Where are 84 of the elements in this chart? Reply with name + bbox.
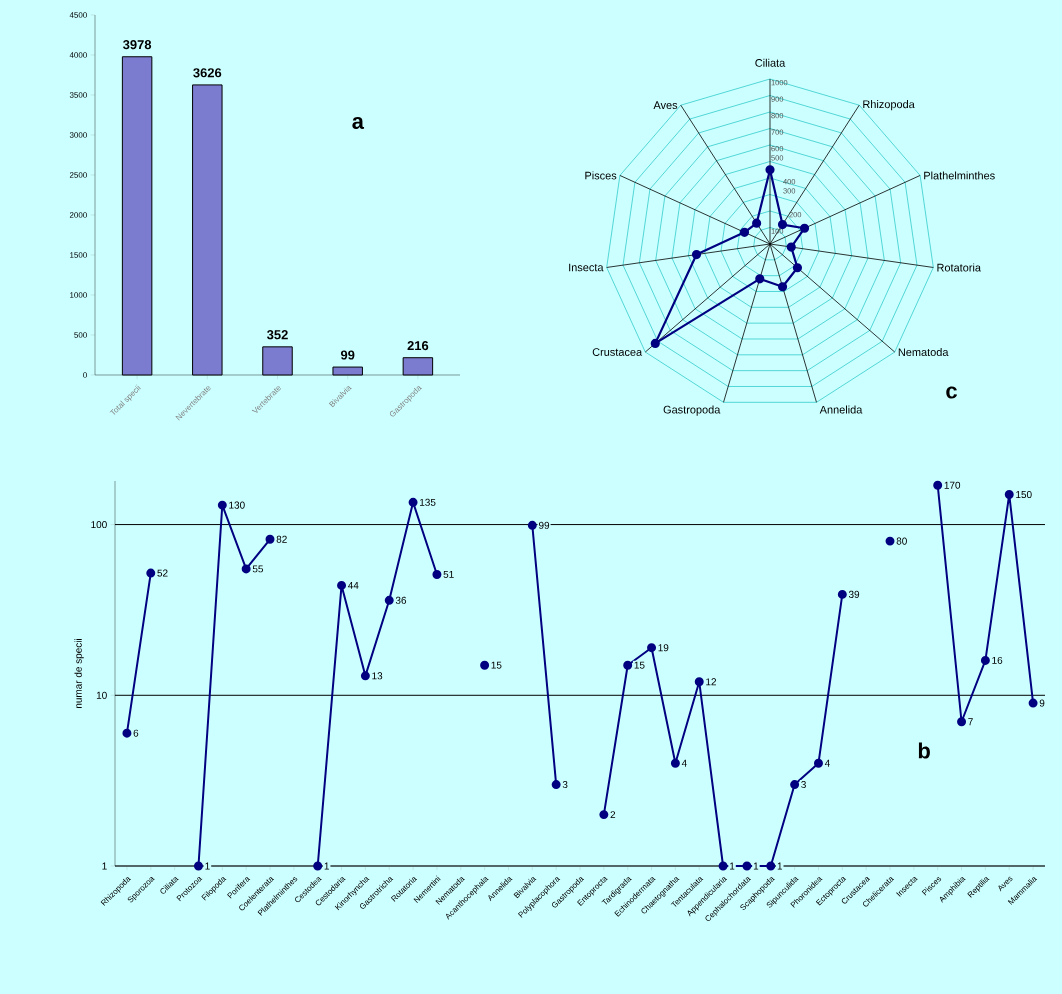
point	[694, 677, 704, 687]
data-label: 4	[824, 759, 830, 767]
spoke-label: Crustacea	[592, 348, 643, 356]
spoke-label: Insecta	[569, 263, 604, 272]
annotation: b	[918, 742, 930, 759]
point	[718, 861, 728, 871]
data-label: 3626	[193, 68, 222, 78]
text: c	[946, 386, 957, 399]
data-label: 15	[491, 661, 502, 669]
point	[790, 780, 800, 790]
data-label: 170	[944, 481, 961, 489]
point	[599, 810, 609, 820]
point	[480, 660, 490, 670]
data-label: 52	[157, 569, 168, 577]
annotation: a	[352, 116, 365, 129]
spoke-label: Pisces	[585, 171, 617, 180]
point	[742, 861, 752, 871]
point	[384, 595, 394, 605]
point	[193, 861, 203, 871]
point	[1004, 490, 1014, 499]
y-axis-title: numar de specii	[74, 639, 84, 708]
data-label: 99	[340, 350, 355, 360]
point	[813, 758, 823, 768]
point	[432, 570, 442, 579]
point	[885, 536, 895, 546]
data-label: 6	[133, 729, 139, 737]
data-label: 36	[395, 596, 407, 604]
data-label: 39	[848, 590, 860, 598]
y-tick-label: 1	[102, 862, 107, 870]
data-label: 135	[420, 498, 436, 506]
point	[647, 643, 657, 653]
data-label: 15	[634, 661, 645, 669]
y-tick-label: 10	[96, 691, 107, 699]
data-label: 13	[372, 672, 383, 680]
point	[217, 500, 227, 510]
data-label: 82	[276, 535, 287, 543]
point	[408, 497, 418, 507]
point	[837, 589, 847, 599]
data-label: 55	[252, 565, 264, 573]
data-label: 16	[992, 656, 1003, 664]
data-label: 216	[407, 341, 429, 351]
data-label: 1	[205, 862, 210, 870]
data-label: 19	[658, 644, 669, 652]
point	[766, 861, 776, 871]
data-label: 3	[562, 781, 568, 789]
data-label: 3978	[123, 40, 152, 50]
data-label: 150	[1016, 490, 1032, 499]
point	[980, 655, 990, 665]
data-label: 44	[347, 582, 359, 589]
point	[241, 564, 251, 574]
point	[527, 520, 537, 530]
data-label: 1	[324, 862, 329, 870]
y-tick-label: 100	[91, 521, 107, 529]
data-label: 130	[229, 501, 245, 509]
point	[551, 780, 561, 790]
data-label: 4	[681, 759, 687, 767]
spoke-label: Nematoda	[898, 348, 949, 357]
data-label: 352	[266, 330, 288, 340]
point	[933, 480, 943, 490]
point	[1028, 698, 1038, 708]
point	[265, 534, 275, 544]
data-label: 99	[538, 521, 550, 529]
spoke-label: Rhizopoda	[863, 100, 915, 111]
data-label: 12	[706, 678, 717, 686]
point	[670, 758, 680, 768]
spoke-label: Plathelminthes	[924, 171, 995, 180]
point	[122, 728, 132, 738]
point	[313, 861, 323, 871]
point	[360, 671, 370, 681]
spoke-label: Ciliata	[755, 58, 786, 67]
point	[146, 568, 156, 578]
spoke-label: Rotatoria	[937, 263, 981, 272]
data-label: 1	[753, 862, 759, 870]
data-label: 9	[1039, 699, 1045, 707]
point	[623, 660, 633, 670]
data-label: 7	[968, 718, 973, 726]
point	[957, 717, 967, 727]
data-label: 80	[896, 537, 907, 545]
data-label: 1	[730, 862, 735, 870]
data-label: 51	[443, 571, 454, 578]
data-label: 3	[801, 781, 806, 789]
point	[337, 580, 347, 590]
spoke-label: Aves	[653, 101, 678, 110]
data-label: 2	[610, 811, 616, 819]
